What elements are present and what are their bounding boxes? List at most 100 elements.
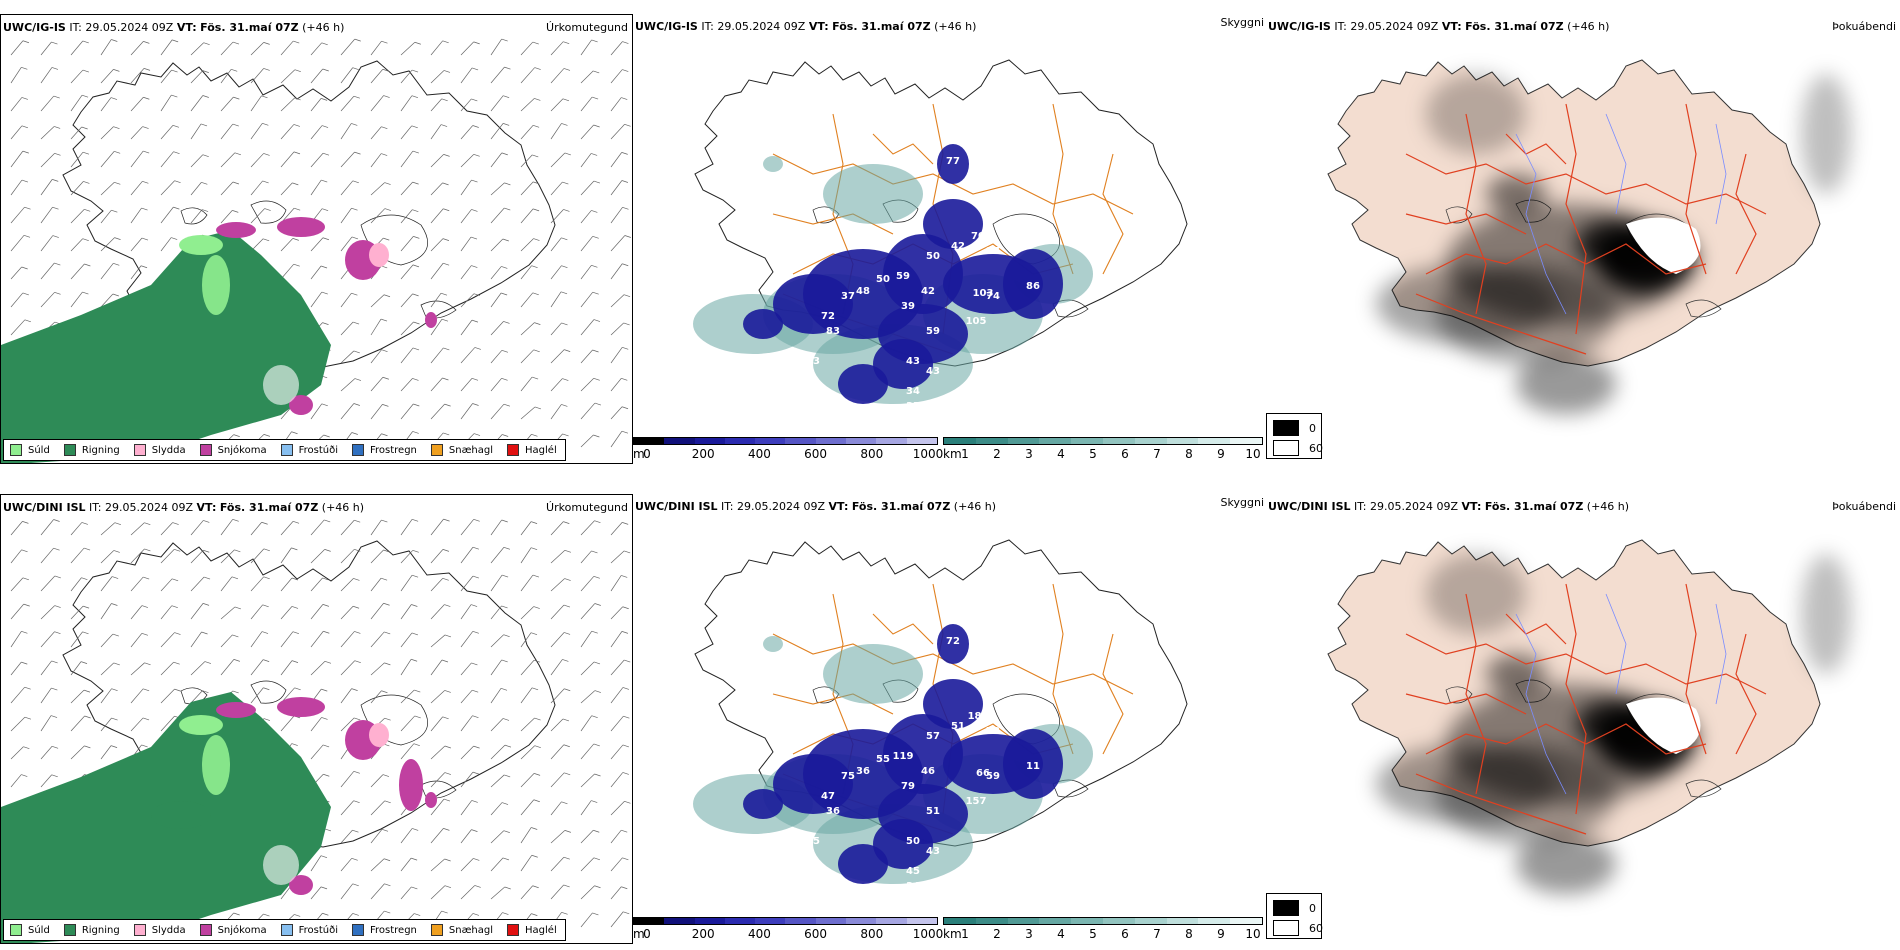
visibility-colorbar-fill	[943, 437, 1263, 445]
rain-area	[1, 230, 331, 463]
ceiling-value-label: 11	[971, 171, 985, 182]
legend-label: Snjókoma	[217, 924, 267, 936]
colorbar-tick: 5	[1089, 447, 1097, 461]
colorbar-tick: 8	[1185, 447, 1193, 461]
ceiling-value-label: 32	[931, 406, 945, 417]
legend-item: Frostregn	[352, 444, 417, 456]
ceiling-value-label: 185	[968, 711, 989, 722]
colorbar-tick: 1000	[912, 447, 944, 461]
precip-legend: Súld Rigning Slydda Snjókoma Frostúði Frostre…	[3, 919, 566, 941]
ceiling-area	[937, 624, 969, 664]
panel-header: UWC/DINI ISL IT: 29.05.2024 09Z VT: Fös.…	[635, 500, 997, 513]
legend-swatch	[63, 924, 76, 936]
ceiling-value-label: 46	[921, 766, 935, 777]
visibility-colorbar-fill	[943, 917, 1263, 925]
legend-swatch	[10, 444, 22, 456]
rivers	[1515, 593, 1727, 795]
ceiling-colorbar-row2: m 0 200 400 600 800 1000	[633, 917, 943, 941]
legend-item: Slydda	[133, 924, 186, 936]
colorbar-tick: 1	[961, 447, 969, 461]
ceiling-value-label: 83	[826, 326, 840, 337]
fog-legend-row2: 0 60	[1266, 893, 1323, 939]
legend-item: Frostúði	[280, 924, 338, 936]
precip-legend: Súld Rigning Slydda Snjókoma Frostúði Frostre…	[3, 439, 566, 461]
ceiling-value-label: 36	[856, 766, 870, 777]
ceiling-area	[838, 844, 888, 884]
snow-area	[425, 792, 437, 808]
snow-area	[277, 697, 325, 717]
rain-area	[151, 801, 211, 829]
colorbar-tick: 6	[1121, 447, 1129, 461]
ceiling-value-label: 32	[931, 886, 945, 897]
panel-header: UWC/IG-IS IT: 29.05.2024 09Z VT: Fös. 31…	[1268, 20, 1610, 33]
panel-header: UWC/DINI ISL IT: 29.05.2024 09Z VT: Fös.…	[1268, 500, 1630, 513]
legend-swatch	[133, 924, 146, 936]
fog-map-row2	[1327, 539, 1851, 894]
legend-item: Snjókoma	[199, 924, 267, 936]
legend-swatch	[199, 924, 212, 936]
ceiling-value-label: 51	[951, 721, 965, 732]
ceiling-value-label: 103	[973, 288, 994, 299]
colorbar-tick: 400	[747, 447, 771, 461]
ceiling-value-label: 35	[906, 401, 920, 412]
colorbar-tick: 6	[1121, 927, 1129, 941]
colorbar-tick: 800	[860, 447, 884, 461]
ceiling-value-label: 72	[821, 311, 835, 322]
ceiling-area	[743, 309, 783, 339]
drizzle-area	[202, 735, 230, 795]
fog-map-row1	[1327, 59, 1851, 414]
colorbar-tick: 4	[1057, 927, 1065, 941]
legend-swatch	[133, 444, 146, 456]
fog-field	[1376, 554, 1851, 894]
legend-label: Haglél	[525, 924, 557, 936]
panel-header: UWC/IG-IS IT: 29.05.2024 09Z VT: Fös. 31…	[635, 20, 977, 33]
ceiling-value-label: 74	[986, 291, 1000, 302]
visibility-colorbar-row1: km 1 2 3 4 5 6 7 8 9 10	[943, 437, 1263, 461]
legend-label: Snæhagl	[448, 924, 494, 936]
ceiling-value-label: 55	[876, 754, 890, 765]
ceiling-value-label: 105	[966, 316, 987, 327]
legend-item: Snæhagl	[430, 924, 494, 936]
ceiling-value-label: 79	[901, 781, 915, 792]
fog-legend-label: 0	[1309, 421, 1316, 435]
panel-header: UWC/DINI ISL IT: 29.05.2024 09Z VT: Fös.…	[3, 501, 365, 514]
legend-swatch	[280, 444, 293, 456]
legend-swatch	[63, 444, 76, 456]
ceiling-value-label: 119	[893, 751, 914, 762]
ceiling-value-label: 75	[841, 771, 855, 782]
fog-legend-label: 60	[1309, 441, 1323, 455]
precip-panel-row2: UWC/DINI ISL IT: 29.05.2024 09Z VT: Fös.…	[0, 494, 633, 944]
colorbar-tick: 2	[993, 447, 1001, 461]
ceiling-value-label: 72	[946, 636, 960, 647]
ceiling-value-label: 157	[966, 796, 987, 807]
legend-label: Frostúði	[298, 444, 338, 456]
colorbar-tick: 0	[643, 927, 651, 941]
fog-panel-row2: UWC/DINI ISL IT: 29.05.2024 09Z VT: Fös.…	[1266, 494, 1900, 944]
legend-item: Súld	[10, 444, 50, 456]
precip-map-row1	[1, 38, 631, 463]
legend-label: Slydda	[151, 444, 186, 456]
legend-item: Haglél	[507, 444, 557, 456]
drizzle-area	[179, 715, 223, 735]
snow-area	[216, 702, 256, 718]
precip-map-row2	[1, 518, 631, 943]
ceiling-value-label: 39	[901, 301, 915, 312]
visibility-area	[823, 644, 923, 704]
colorbar-tick: 10	[1245, 447, 1261, 461]
colorbar-tick: 200	[691, 927, 715, 941]
legend-item: Rigning	[63, 924, 120, 936]
legend-item: Frostúði	[280, 444, 338, 456]
wind-barbs	[10, 38, 631, 448]
ceiling-value-label: 47	[821, 791, 835, 802]
fog-legend-label: 0	[1309, 901, 1316, 915]
ceiling-value-label: 35	[806, 836, 820, 847]
ceiling-value-label: 59	[986, 771, 1000, 782]
colorbar-tick: 0	[643, 447, 651, 461]
ceiling-map-row1: 27 77 11 59 70 42 74 50 37 48 42 39 83 72 59 103 105 86 50…	[693, 59, 1188, 417]
dry-area	[263, 365, 299, 405]
legend-label: Frostregn	[370, 444, 417, 456]
colorbar-tick: 3	[1025, 927, 1033, 941]
panel-title: Skyggni	[1220, 496, 1264, 509]
